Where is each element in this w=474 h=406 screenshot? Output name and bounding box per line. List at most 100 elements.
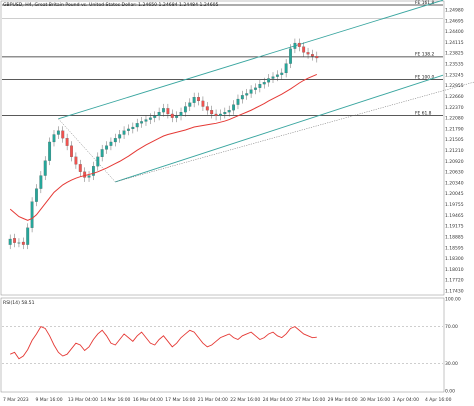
bull-candle	[223, 112, 227, 115]
price-tick-label: 1.24400	[445, 29, 464, 35]
time-tick-label: 30 Mar 16:00	[360, 397, 390, 403]
time-tick-label: 7 Mar 2023	[3, 397, 29, 403]
bull-candle	[254, 87, 257, 90]
price-tick-label: 1.22955	[445, 83, 464, 89]
moving-average-line	[9, 73, 318, 221]
price-tick-label: 1.23535	[445, 62, 464, 68]
price-axis: 1.24980 1.24695 1.24400 1.24115 1.23825 1.235…	[445, 8, 464, 295]
bear-candle	[306, 52, 310, 55]
bull-candle	[48, 141, 52, 161]
price-tick-label: 1.17430	[445, 289, 464, 295]
time-tick-label: 4 Apr 16:00	[425, 397, 452, 403]
bull-candle	[157, 112, 161, 116]
bull-candle	[258, 84, 262, 88]
bull-candle	[192, 97, 196, 103]
rsi-tick-label: 30.00	[445, 361, 458, 367]
bull-candle	[284, 63, 288, 74]
price-tick-label: 1.24115	[445, 40, 464, 46]
time-tick-label: 13 Mar 04:00	[68, 397, 98, 403]
trend-channel	[58, 0, 444, 183]
bull-candle	[148, 117, 152, 120]
bull-candle	[183, 106, 187, 113]
time-tick-label: 3 Apr 04:00	[393, 397, 420, 403]
bull-candle	[105, 145, 108, 150]
bull-candle	[245, 93, 249, 96]
bull-candle	[52, 134, 56, 143]
bear-candle	[78, 164, 82, 172]
bear-candle	[65, 138, 69, 146]
bear-candle	[210, 110, 214, 115]
bull-candle	[87, 175, 91, 178]
price-tick-label: 1.24980	[445, 8, 464, 14]
price-tick-label: 1.20340	[445, 180, 464, 186]
bull-candle	[109, 141, 113, 146]
bear-candle	[315, 56, 319, 59]
bull-candle	[162, 108, 165, 113]
bull-candle	[30, 201, 34, 228]
bull-candle	[144, 119, 148, 122]
channel-lower-line	[115, 74, 444, 183]
bear-candle	[205, 106, 209, 111]
bear-candle	[201, 100, 205, 107]
bull-candle	[175, 115, 179, 118]
time-tick-label: 29 Mar 04:00	[328, 397, 358, 403]
zigzag-line	[58, 81, 474, 183]
bull-candle	[140, 121, 144, 124]
bull-candle	[267, 78, 271, 83]
time-tick-label: 21 Mar 04:00	[198, 397, 228, 403]
bull-candle	[219, 113, 222, 116]
bear-candle	[214, 113, 218, 116]
time-axis: 7 Mar 2023 9 Mar 16:00 13 Mar 04:00 14 Mar …	[3, 397, 452, 403]
price-tick-label: 1.21210	[445, 148, 464, 154]
bear-candle	[166, 108, 170, 115]
bull-candle	[118, 134, 122, 139]
bull-candle	[35, 188, 38, 202]
bear-candle	[70, 145, 73, 157]
price-tick-label: 1.19175	[445, 224, 464, 230]
bull-candle	[179, 112, 183, 116]
bear-candle	[13, 238, 16, 243]
bull-candle	[131, 126, 135, 130]
time-tick-label: 16 Mar 04:00	[133, 397, 163, 403]
rsi-tick-label: 0.00	[445, 389, 455, 395]
price-tick-label: 1.23245	[445, 72, 464, 78]
bull-candle	[227, 110, 231, 113]
price-tick-label: 1.19465	[445, 213, 464, 219]
bull-candle	[188, 102, 192, 107]
price-level-label: FE 138.2	[415, 52, 434, 58]
bull-candle	[39, 175, 43, 189]
bear-candle	[170, 113, 174, 118]
bear-candle	[74, 156, 78, 165]
candlesticks	[8, 38, 319, 250]
bear-candle	[302, 46, 306, 53]
bull-candle	[271, 76, 275, 79]
time-tick-label: 24 Mar 04:00	[263, 397, 293, 403]
bull-candle	[26, 227, 30, 245]
price-tick-label: 1.17720	[445, 278, 464, 284]
time-tick-label: 14 Mar 16:00	[100, 397, 130, 403]
bull-candle	[289, 48, 292, 64]
bull-candle	[96, 156, 100, 167]
price-tick-label: 1.21505	[445, 137, 464, 143]
price-tick-label: 1.20630	[445, 170, 464, 176]
time-tick-label: 22 Mar 16:00	[230, 397, 260, 403]
bear-candle	[83, 171, 87, 178]
bear-candle	[311, 54, 314, 57]
bull-candle	[153, 115, 157, 118]
rsi-label: RSI(14) 58.51	[3, 300, 35, 306]
bear-candle	[21, 241, 25, 245]
bull-candle	[56, 130, 60, 135]
price-tick-label: 1.20045	[445, 191, 464, 197]
bull-candle	[135, 123, 139, 128]
price-tick-label: 1.21790	[445, 126, 464, 132]
rsi-panel-frame	[0, 297, 445, 393]
price-levels: FE 161.8 FE 138.2 FE 100.0 FE 61.8	[2, 0, 443, 116]
bull-candle	[8, 238, 12, 245]
price-tick-label: 1.18010	[445, 267, 464, 273]
bull-candle	[236, 98, 240, 105]
bear-candle	[61, 130, 65, 139]
rsi-indicator: 100.00 70.00 30.00 0.00	[2, 297, 461, 395]
moving-average	[9, 73, 318, 221]
bull-candle	[43, 160, 47, 176]
